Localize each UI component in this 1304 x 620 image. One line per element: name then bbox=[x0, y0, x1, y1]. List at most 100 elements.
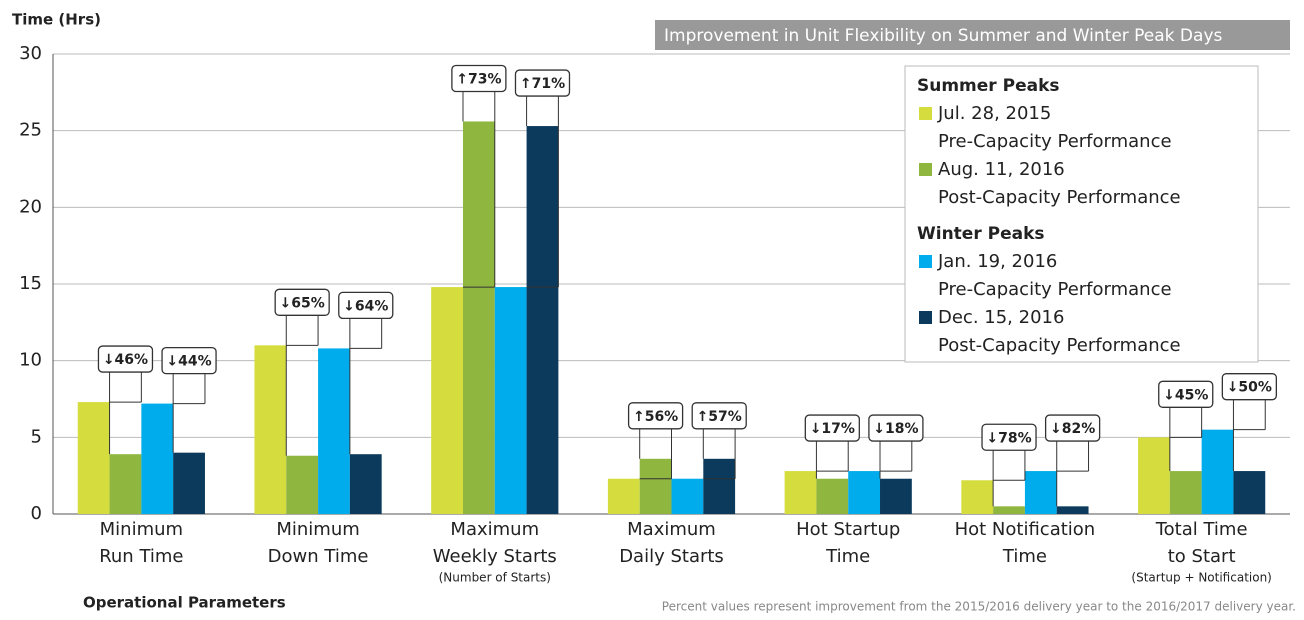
callout-label: ↓46% bbox=[103, 352, 148, 368]
x-tick-note: (Startup + Notification) bbox=[1131, 571, 1271, 585]
y-tick-label: 25 bbox=[19, 120, 42, 141]
bar bbox=[1056, 506, 1089, 514]
legend-label: Pre-Capacity Performance bbox=[938, 279, 1172, 300]
y-tick-label: 10 bbox=[19, 350, 42, 371]
bar bbox=[1233, 471, 1266, 514]
bar bbox=[784, 471, 817, 514]
bar bbox=[703, 458, 736, 514]
callout-label: ↓65% bbox=[280, 295, 325, 311]
legend-swatch bbox=[919, 163, 932, 176]
x-tick-label: Daily Starts bbox=[619, 546, 724, 567]
y-tick-label: 15 bbox=[19, 273, 42, 294]
callout-label: ↓78% bbox=[986, 430, 1031, 446]
bar bbox=[77, 402, 110, 514]
x-tick-label: Minimum bbox=[100, 519, 183, 540]
legend-label: Jan. 19, 2016 bbox=[937, 251, 1057, 272]
callout-box bbox=[1221, 373, 1277, 401]
y-tick-label: 5 bbox=[31, 426, 42, 447]
callout-box bbox=[804, 414, 860, 442]
callout-box bbox=[868, 414, 924, 442]
callout-box bbox=[274, 288, 330, 316]
legend-label: Dec. 15, 2016 bbox=[938, 307, 1064, 328]
title-banner bbox=[655, 20, 1290, 50]
x-tick-label: Down Time bbox=[268, 546, 369, 567]
legend-label: Aug. 11, 2016 bbox=[938, 159, 1065, 180]
legend-box bbox=[904, 65, 1259, 363]
bar bbox=[848, 471, 881, 514]
callout-box bbox=[97, 345, 154, 373]
legend-swatch bbox=[919, 107, 932, 120]
callout-box bbox=[338, 291, 394, 320]
x-tick-label: Time bbox=[1002, 546, 1047, 567]
callout-box bbox=[981, 423, 1037, 451]
legend-label: Post-Capacity Performance bbox=[938, 187, 1181, 208]
callout-label: ↓44% bbox=[166, 354, 211, 370]
bar bbox=[173, 452, 205, 514]
bar bbox=[1169, 471, 1202, 514]
bar bbox=[1024, 471, 1057, 514]
x-tick-label: Weekly Starts bbox=[433, 546, 557, 567]
bar bbox=[109, 454, 142, 514]
callout-label: ↓17% bbox=[810, 421, 855, 437]
x-tick-label: Maximum bbox=[450, 519, 539, 540]
callout-label: ↓82% bbox=[1050, 421, 1095, 437]
legend-swatch bbox=[919, 311, 932, 324]
bar bbox=[816, 478, 849, 514]
bar bbox=[671, 478, 704, 514]
legend-swatch bbox=[919, 255, 932, 268]
bar bbox=[1201, 429, 1234, 514]
callout-box bbox=[691, 402, 747, 430]
x-tick-label: Total Time bbox=[1155, 519, 1248, 540]
callout-box bbox=[627, 402, 684, 430]
callout-label: ↓45% bbox=[1163, 387, 1208, 403]
callout-box bbox=[451, 64, 507, 93]
bar bbox=[1138, 437, 1170, 514]
legend-label: Post-Capacity Performance bbox=[938, 335, 1181, 356]
bar bbox=[349, 454, 382, 514]
legend-label: Pre-Capacity Performance bbox=[938, 131, 1172, 152]
chart-title: Improvement in Unit Flexibility on Summe… bbox=[664, 26, 1223, 46]
callout-box bbox=[1044, 414, 1101, 442]
bar bbox=[639, 458, 672, 514]
bar bbox=[254, 345, 287, 514]
bar bbox=[286, 455, 319, 514]
bar bbox=[607, 478, 640, 514]
x-tick-label: Time bbox=[825, 546, 870, 567]
y-axis-label: Time (Hrs) bbox=[12, 11, 101, 29]
bar bbox=[431, 287, 463, 514]
legend-label: Jul. 28, 2015 bbox=[937, 103, 1051, 124]
callout-label: ↑56% bbox=[633, 409, 678, 425]
x-axis-label: Operational Parameters bbox=[83, 594, 286, 612]
x-tick-label: to Start bbox=[1168, 546, 1236, 567]
callout-label: ↑73% bbox=[456, 71, 501, 87]
y-tick-label: 30 bbox=[19, 43, 42, 64]
bar bbox=[141, 403, 174, 514]
callout-label: ↓50% bbox=[1227, 380, 1272, 396]
bar bbox=[318, 348, 350, 514]
y-tick-label: 0 bbox=[31, 503, 42, 524]
legend-group: Winter Peaks bbox=[917, 224, 1045, 244]
bar bbox=[526, 126, 559, 515]
callout-box bbox=[514, 69, 571, 97]
legend-group: Summer Peaks bbox=[917, 76, 1060, 96]
x-tick-label: Maximum bbox=[627, 519, 716, 540]
bar bbox=[462, 121, 495, 514]
x-tick-label: Run Time bbox=[99, 546, 183, 567]
bar bbox=[993, 506, 1025, 514]
callout-label: ↓64% bbox=[343, 298, 388, 314]
bar bbox=[494, 287, 527, 514]
callout-label: ↑57% bbox=[697, 409, 742, 425]
x-tick-note: (Number of Starts) bbox=[439, 571, 551, 585]
x-tick-label: Hot Startup bbox=[796, 519, 900, 540]
y-tick-label: 20 bbox=[19, 196, 42, 217]
bar bbox=[961, 480, 994, 514]
callout-box bbox=[1158, 380, 1214, 408]
bar bbox=[880, 478, 912, 514]
x-tick-label: Hot Notification bbox=[955, 519, 1096, 540]
callout-box bbox=[161, 346, 217, 375]
callout-label: ↑71% bbox=[520, 76, 565, 92]
callout-label: ↓18% bbox=[873, 421, 918, 437]
x-tick-label: Minimum bbox=[276, 519, 359, 540]
footnote: Percent values represent improvement fro… bbox=[662, 600, 1296, 614]
